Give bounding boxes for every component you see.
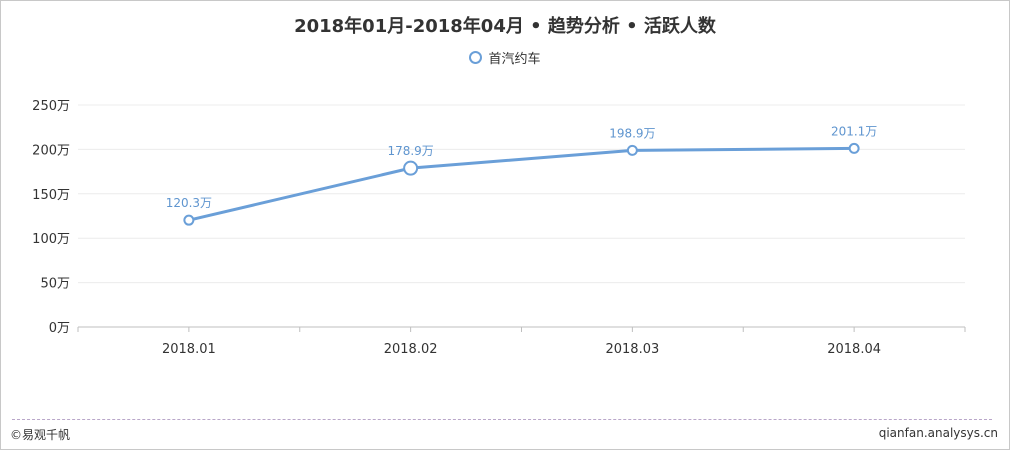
footer-source-url[interactable]: qianfan.analysys.cn xyxy=(878,426,998,440)
x-tick-label: 2018.01 xyxy=(162,342,216,357)
data-label: 201.1万 xyxy=(831,124,877,138)
legend-label: 首汽约车 xyxy=(488,52,541,67)
legend-marker-icon xyxy=(469,51,483,64)
y-tick-label: 200万 xyxy=(32,143,70,158)
x-tick-label: 2018.02 xyxy=(384,342,438,357)
data-label: 120.3万 xyxy=(166,196,212,210)
data-point[interactable] xyxy=(626,144,638,156)
x-tick-label: 2018.03 xyxy=(605,342,659,357)
data-label: 178.9万 xyxy=(387,144,433,158)
x-tick-label: 2018.04 xyxy=(827,342,881,357)
y-tick-label: 100万 xyxy=(32,232,70,247)
legend[interactable]: 首汽约车 xyxy=(0,48,1010,67)
footer-copyright: ©易观千帆 xyxy=(10,428,71,442)
series-line xyxy=(188,146,855,222)
data-label: 198.9万 xyxy=(609,126,655,140)
data-point[interactable] xyxy=(848,142,860,154)
y-tick-label: 0万 xyxy=(49,321,70,336)
footer-divider xyxy=(12,419,992,420)
chart-title: 2018年01月-2018年04月 • 趋势分析 • 活跃人数 xyxy=(294,16,716,37)
data-point[interactable] xyxy=(183,214,195,226)
y-tick-label: 150万 xyxy=(32,188,70,203)
y-tick-label: 50万 xyxy=(40,277,70,292)
y-tick-label: 250万 xyxy=(32,99,70,114)
data-point[interactable] xyxy=(403,160,419,176)
